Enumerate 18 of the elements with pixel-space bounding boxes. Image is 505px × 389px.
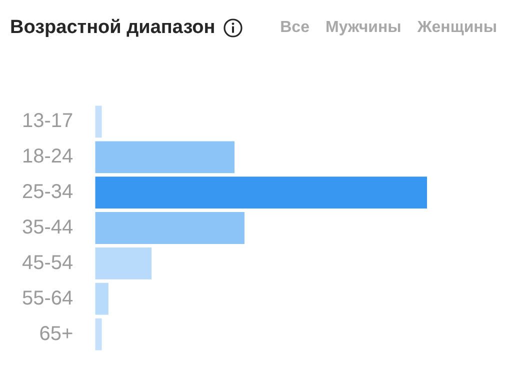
bar — [95, 141, 235, 174]
y-tick-label: 25-34 — [22, 181, 74, 204]
bar — [95, 247, 152, 280]
y-tick-label: 55-64 — [22, 287, 74, 310]
y-tick-label: 45-54 — [22, 252, 74, 274]
text: Мужчины — [325, 19, 402, 37]
text: Все — [280, 19, 310, 37]
bar — [95, 212, 244, 244]
y-tick-label: 13-17 — [22, 110, 74, 132]
text: Женщины — [417, 19, 497, 37]
chart-title: Возрастной диапазон — [10, 17, 216, 39]
y-tick-label: 65+ — [39, 322, 74, 345]
bar — [95, 282, 108, 315]
bar — [95, 318, 102, 350]
bar — [95, 176, 427, 209]
y-tick-label: 35-44 — [22, 216, 74, 239]
y-tick-label: 18-24 — [22, 146, 74, 168]
bar — [95, 106, 102, 138]
